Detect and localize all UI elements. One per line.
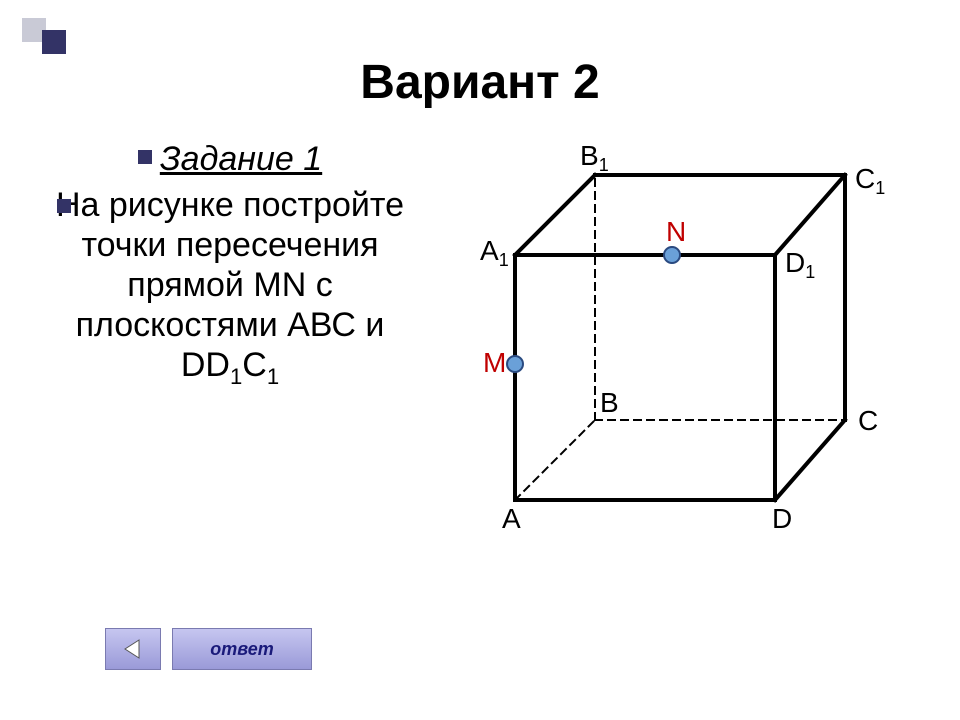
triangle-left-icon — [121, 637, 145, 661]
svg-text:В1: В1 — [580, 140, 609, 175]
svg-text:N: N — [666, 216, 686, 247]
task-heading: Задание 1 — [35, 140, 425, 179]
svg-text:A: A — [502, 503, 521, 534]
task-column: Задание 1 На рисунке постройте точки пер… — [35, 140, 425, 390]
prev-button[interactable] — [105, 628, 161, 670]
task-body-text: На рисунке постройте точки пересечения п… — [56, 186, 404, 384]
answer-button[interactable]: ответ — [172, 628, 312, 670]
svg-text:A1: A1 — [480, 235, 509, 270]
answer-label: ответ — [210, 639, 273, 660]
task-heading-text: Задание 1 — [160, 140, 322, 178]
svg-text:C1: C1 — [855, 163, 885, 198]
svg-text:C: C — [858, 405, 878, 436]
page-title: Вариант 2 — [0, 55, 960, 110]
svg-text:M: M — [483, 347, 506, 378]
task-body: На рисунке постройте точки пересечения п… — [35, 185, 425, 390]
svg-text:D: D — [772, 503, 792, 534]
deco-square — [42, 30, 66, 54]
cube-diagram: M N A D В C A1 D1 В1 C1 — [440, 140, 920, 540]
svg-text:D1: D1 — [785, 247, 815, 282]
bullet-icon — [57, 199, 71, 213]
bullet-icon — [138, 150, 152, 164]
svg-text:В: В — [600, 387, 619, 418]
